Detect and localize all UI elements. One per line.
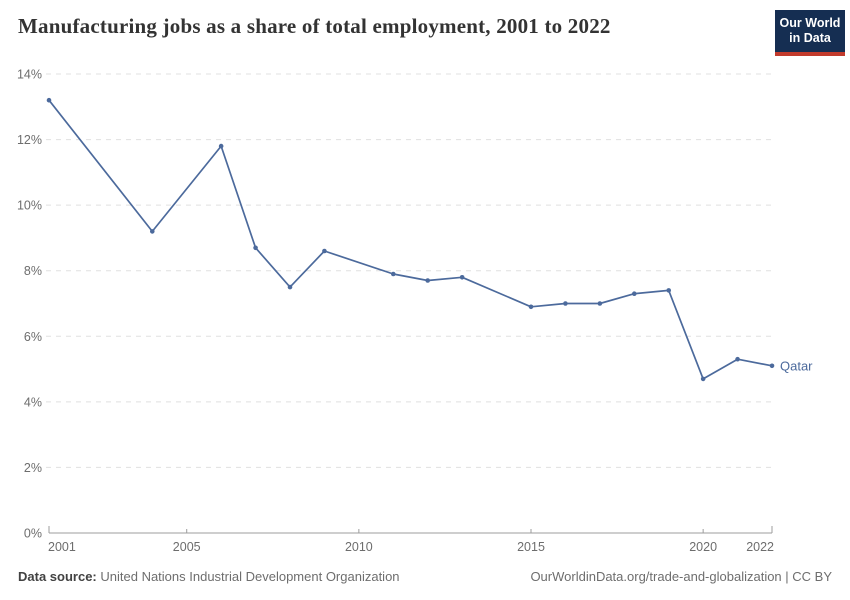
x-tick-label: 2010: [345, 540, 373, 554]
x-tick-label: 2001: [48, 540, 76, 554]
data-source: Data source: United Nations Industrial D…: [18, 569, 400, 584]
x-tick-label: 2020: [689, 540, 717, 554]
data-point-marker: [735, 356, 740, 362]
y-tick-label: 8%: [24, 264, 42, 278]
data-point-marker: [769, 363, 775, 369]
y-tick-label: 2%: [24, 461, 42, 475]
x-tick-label: 2015: [517, 540, 545, 554]
data-point-marker: [390, 271, 396, 277]
data-point-marker: [253, 245, 258, 251]
y-tick-label: 4%: [24, 395, 42, 409]
data-point-marker: [597, 301, 603, 306]
y-tick-label: 0%: [24, 527, 42, 541]
data-point-marker: [149, 229, 155, 234]
data-point-marker: [563, 301, 568, 306]
data-point-marker: [218, 143, 224, 149]
y-tick-label: 10%: [17, 199, 42, 213]
data-point-marker: [528, 304, 534, 310]
chart-title: Manufacturing jobs as a share of total e…: [18, 14, 611, 38]
data-point-marker: [459, 275, 465, 280]
data-source-value: United Nations Industrial Development Or…: [100, 569, 400, 584]
series-end-label: Qatar: [780, 358, 813, 373]
data-point-marker: [700, 376, 706, 382]
trend-line: [48, 99, 773, 380]
logo-line1: Our World: [779, 16, 841, 30]
x-tick-label: 2022: [746, 540, 774, 554]
owid-logo: Our World in Data: [775, 10, 845, 56]
data-point-marker: [666, 288, 672, 293]
credit-link[interactable]: OurWorldinData.org/trade-and-globalizati…: [530, 569, 832, 584]
data-point-marker: [46, 97, 52, 103]
data-source-label: Data source:: [18, 569, 97, 584]
y-tick-label: 12%: [17, 133, 42, 147]
data-point-marker: [287, 284, 293, 290]
data-point-marker: [631, 291, 637, 297]
y-tick-label: 6%: [24, 330, 42, 344]
logo-line2: in Data: [789, 31, 831, 45]
y-tick-label: 14%: [17, 68, 42, 82]
data-point-marker: [322, 248, 327, 254]
chart-footer: Data source: United Nations Industrial D…: [0, 569, 850, 584]
data-point-marker: [425, 278, 431, 283]
x-tick-label: 2005: [173, 540, 201, 554]
